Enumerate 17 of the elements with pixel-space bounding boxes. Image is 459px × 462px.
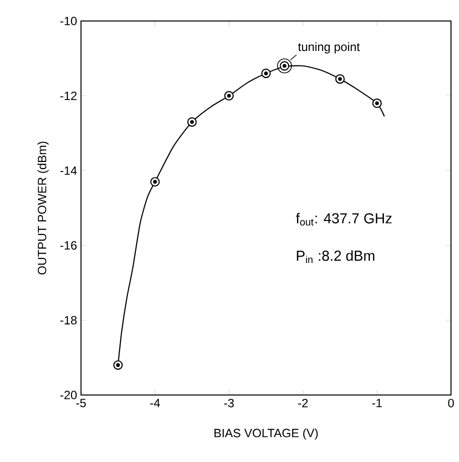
x-tick-label: -1 — [372, 398, 382, 408]
annotation: tuning point — [298, 42, 360, 54]
x-tick-label: -4 — [150, 398, 160, 408]
y-tick-label: -18 — [60, 316, 77, 324]
y-tick-label: -10 — [60, 16, 77, 26]
x-tick-label: -2 — [298, 398, 308, 408]
y-tick-label: -20 — [60, 390, 77, 400]
x-axis-title: BIAS VOLTAGE (V) — [214, 428, 318, 440]
annotation: P$_{in}$ :8.2 dBm — [296, 250, 374, 263]
annotation: f$_{out}$: 437.7 GHz — [296, 212, 392, 226]
y-tick-label: -12 — [60, 92, 77, 100]
x-tick-label: -5 — [76, 398, 86, 408]
y-axis-title: OUTPUT POWER (dBm) — [37, 142, 49, 274]
x-tick-label: -3 — [224, 398, 234, 408]
y-tick-label: -14 — [60, 166, 77, 175]
y-tick-label: -16 — [60, 241, 77, 250]
x-tick-label: 0 — [448, 398, 454, 408]
